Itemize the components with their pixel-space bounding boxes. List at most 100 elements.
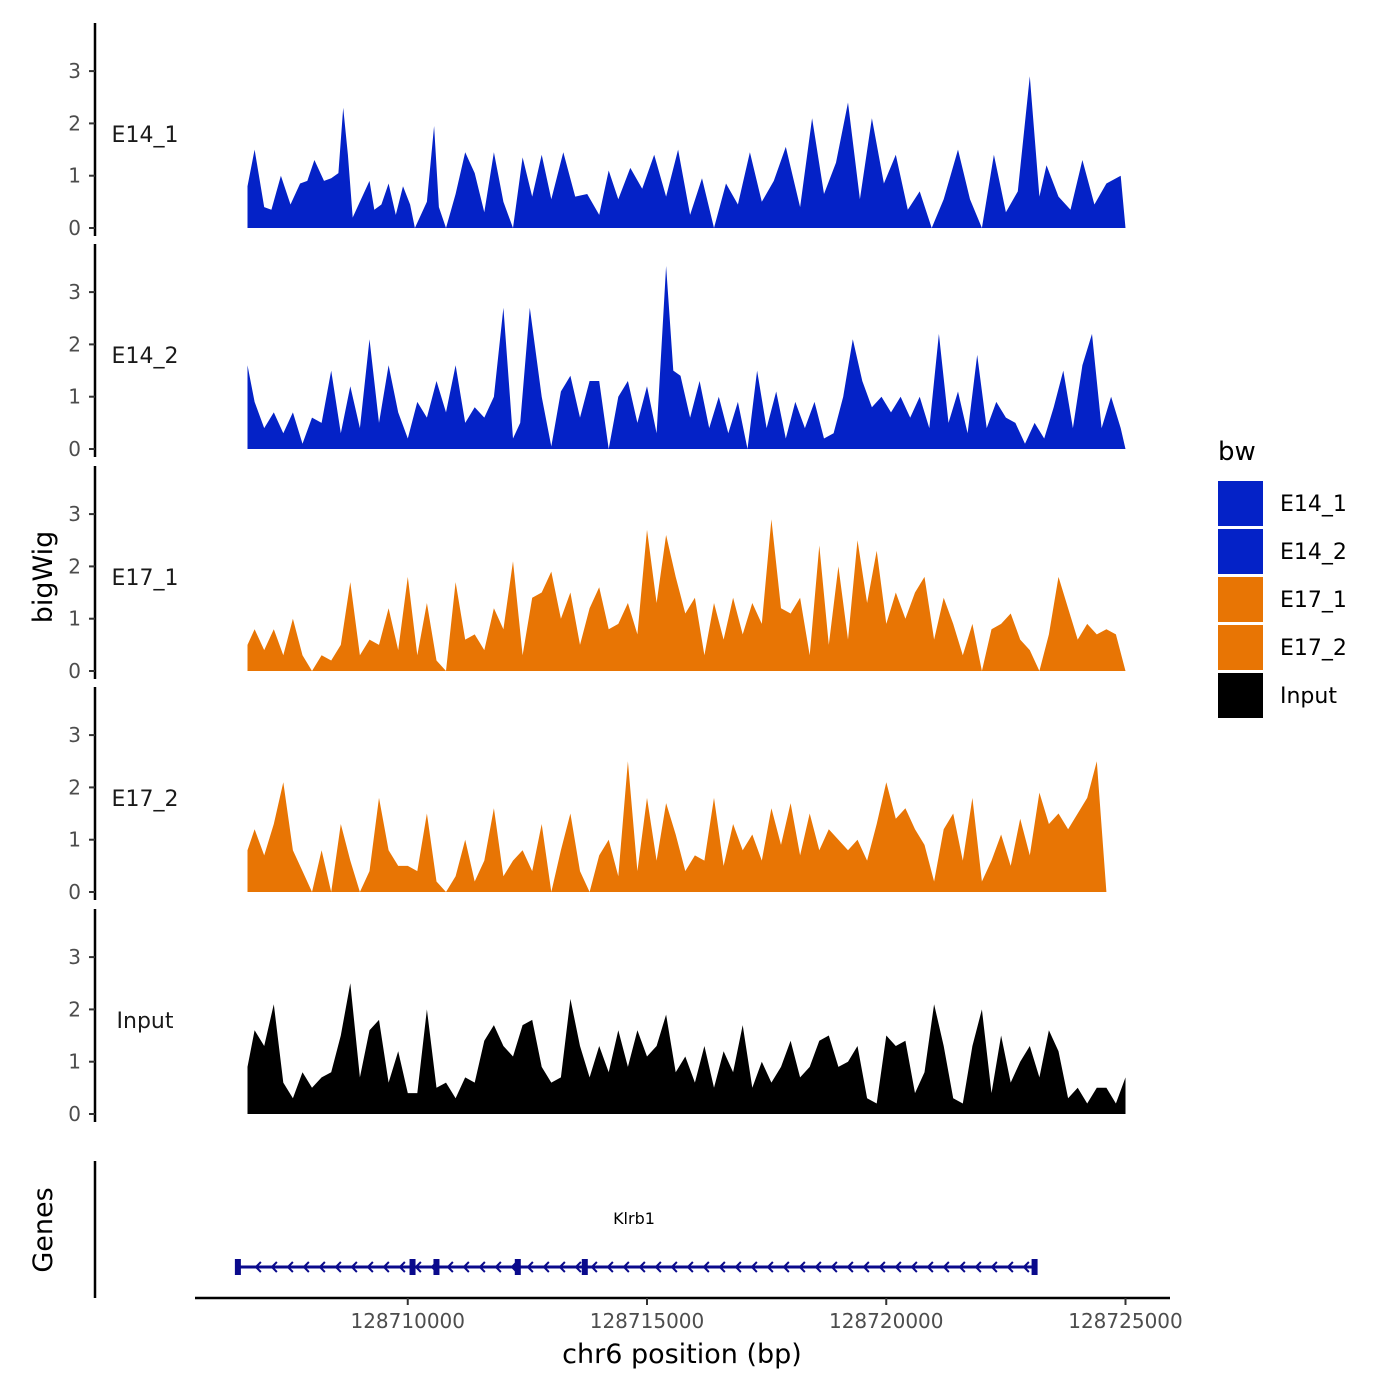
y-axis-title: bigWig [28,531,59,624]
strand-arrow [494,1261,502,1273]
strand-arrow [702,1261,710,1273]
y-tick-label: 1 [68,385,81,409]
y-tick-label: 2 [68,997,81,1021]
panel-E14_1: 0 1 2 3 E14_1 [68,23,1126,240]
legend-swatch [1218,577,1263,622]
strand-arrow [574,1261,582,1273]
strand-arrow [654,1261,662,1273]
panel-E17_2: 0 1 2 3 E17_2 [68,687,1126,904]
legend-swatch [1218,529,1263,574]
panel-label: E17_2 [112,787,179,812]
legend-item: E14_2 [1218,529,1347,574]
signal-panels: 0 1 2 3 E14_1 0 1 2 3 E14_2 0 1 2 3 E17_1 0 1 2 3 E17_2 0 1 2 3… [68,23,1126,1126]
x-tick-label: 128715000 [590,1309,705,1333]
gene-exon [581,1259,588,1275]
strand-arrow [318,1261,326,1273]
strand-arrow [254,1261,262,1273]
strand-arrow [718,1261,726,1273]
y-tick-label: 3 [68,502,81,526]
strand-arrow [830,1261,838,1273]
legend-title: bw [1218,437,1256,467]
strand-arrow [686,1261,694,1273]
strand-arrow [270,1261,278,1273]
panel-label: Input [117,1009,174,1034]
legend-swatch [1218,673,1263,718]
strand-arrow [862,1261,870,1273]
y-tick-label: 0 [68,437,81,461]
strand-arrow [446,1261,454,1273]
y-tick-label: 0 [68,1102,81,1126]
panel-label: E17_1 [112,566,179,591]
strand-arrow [542,1261,550,1273]
strand-arrow [590,1261,598,1273]
signal-area-E14_2 [247,266,1126,449]
genes-track-title: Genes [28,1187,59,1272]
y-tick-label: 3 [68,945,81,969]
y-tick-label: 2 [68,554,81,578]
strand-arrow [814,1261,822,1273]
gene-exon [514,1259,521,1275]
y-tick-label: 1 [68,607,81,631]
strand-arrow [286,1261,294,1273]
strand-arrow [462,1261,470,1273]
gene-exon [1031,1259,1038,1275]
strand-arrow [846,1261,854,1273]
strand-arrow [974,1261,982,1273]
strand-arrow [526,1261,534,1273]
y-tick-label: 2 [68,332,81,356]
signal-area-E17_2 [247,761,1126,892]
gene-exon [234,1259,241,1275]
panel-Input: 0 1 2 3 Input [68,909,1126,1126]
signal-area-E14_1 [247,76,1126,228]
panel-E17_1: 0 1 2 3 E17_1 [68,466,1126,683]
gene-exon [433,1259,440,1275]
y-tick-label: 3 [68,280,81,304]
legend-label: E14_2 [1280,540,1347,565]
strand-arrow [782,1261,790,1273]
legend: bw E14_1 E14_2 E17_1 E17_2 Input [1218,437,1347,718]
strand-arrow [606,1261,614,1273]
strand-arrow [558,1261,566,1273]
strand-arrow [638,1261,646,1273]
strand-arrow [414,1261,422,1273]
strand-arrow [382,1261,390,1273]
legend-item: Input [1218,673,1337,718]
strand-arrow [1006,1261,1014,1273]
gene-model [234,1259,1038,1275]
panel-E14_2: 0 1 2 3 E14_2 [68,244,1126,461]
legend-item: E17_2 [1218,625,1347,670]
y-tick-label: 1 [68,164,81,188]
strand-arrow [334,1261,342,1273]
strand-arrow [750,1261,758,1273]
y-tick-label: 1 [68,1050,81,1074]
y-tick-label: 3 [68,59,81,83]
x-tick-label: 128725000 [1068,1309,1183,1333]
legend-item: E14_1 [1218,481,1347,526]
signal-area-Input [247,983,1126,1114]
legend-label: Input [1280,684,1337,709]
strand-arrow [1022,1261,1030,1273]
y-tick-label: 1 [68,828,81,852]
legend-label: E17_2 [1280,636,1347,661]
strand-arrow [910,1261,918,1273]
legend-swatch [1218,625,1263,670]
strand-arrow [990,1261,998,1273]
strand-arrow [926,1261,934,1273]
strand-arrow [670,1261,678,1273]
y-tick-label: 3 [68,723,81,747]
legend-item: E17_1 [1218,577,1347,622]
legend-swatch [1218,481,1263,526]
gene-exon [409,1259,416,1275]
strand-arrow [302,1261,310,1273]
panel-label: E14_1 [112,123,179,148]
x-tick-label: 128720000 [829,1309,944,1333]
strand-arrow [478,1261,486,1273]
strand-arrow [958,1261,966,1273]
strand-arrow [398,1261,406,1273]
y-tick-label: 2 [68,111,81,135]
genes-track: Genes Klrb1 [28,1161,1038,1298]
strand-arrow [366,1261,374,1273]
strand-arrow [878,1261,886,1273]
signal-area-E17_1 [247,519,1126,671]
